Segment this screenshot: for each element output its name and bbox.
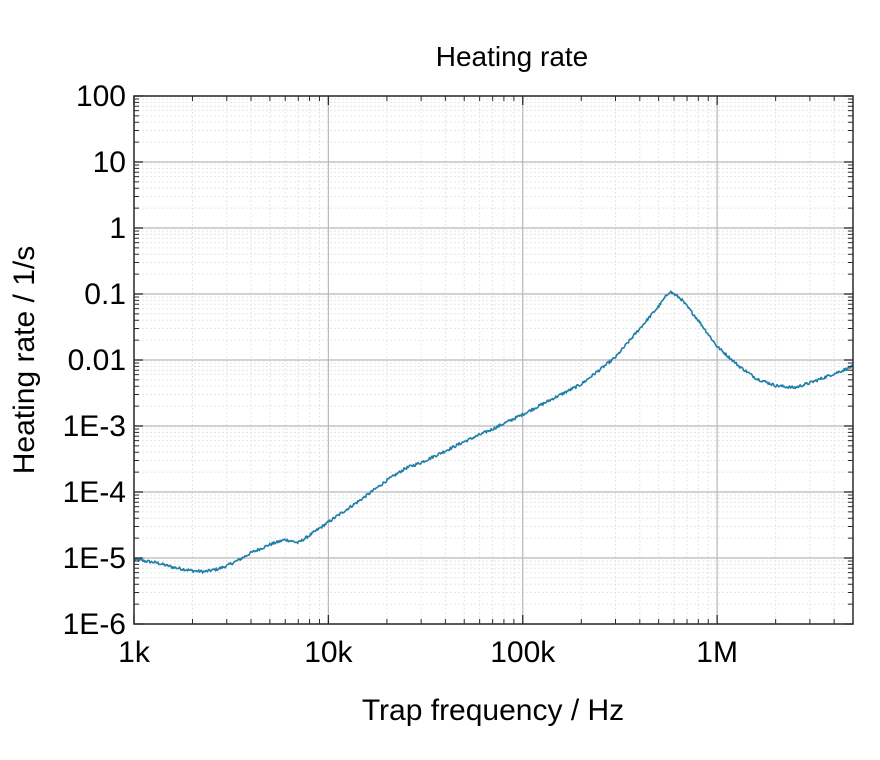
y-tick-label: 0.1 bbox=[84, 278, 126, 311]
y-tick-label: 0.01 bbox=[68, 344, 126, 377]
y-tick-label: 1E-3 bbox=[63, 410, 126, 443]
y-tick-label: 1E-5 bbox=[63, 542, 126, 575]
chart-title: Heating rate bbox=[436, 41, 589, 72]
x-tick-labels: 1k 10k 100k 1M bbox=[118, 636, 738, 669]
series-line-heating-rate bbox=[133, 290, 854, 574]
series-layer bbox=[133, 290, 854, 574]
y-tick-label: 100 bbox=[76, 80, 126, 113]
y-tick-label: 10 bbox=[93, 146, 126, 179]
y-tick-labels: 100 10 1 0.1 0.01 1E-3 1E-4 1E-5 1E-6 bbox=[63, 80, 126, 641]
x-tick-label: 10k bbox=[304, 636, 353, 669]
tick-marks bbox=[133, 95, 853, 625]
x-tick-label: 100k bbox=[490, 636, 556, 669]
y-tick-label: 1 bbox=[109, 212, 126, 245]
major-grid bbox=[133, 95, 853, 625]
x-tick-label: 1M bbox=[696, 636, 738, 669]
x-tick-label: 1k bbox=[118, 636, 151, 669]
y-tick-label: 1E-6 bbox=[63, 608, 126, 641]
y-axis-title: Heating rate / 1/s bbox=[8, 246, 41, 474]
y-tick-label: 1E-4 bbox=[63, 476, 126, 509]
x-axis-title: Trap frequency / Hz bbox=[362, 694, 624, 727]
